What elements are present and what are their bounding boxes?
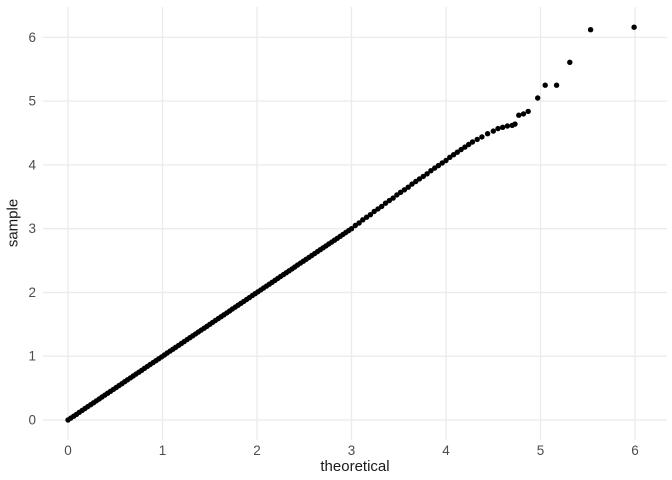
x-axis-tick-label: 0 <box>64 443 72 458</box>
data-point <box>500 124 506 130</box>
data-point <box>443 157 449 164</box>
data-point <box>525 108 531 115</box>
data-point <box>386 197 392 204</box>
data-point <box>420 173 426 180</box>
x-axis-tick-label: 6 <box>631 443 639 458</box>
data-point <box>516 112 522 118</box>
x-axis-title: theoretical <box>320 458 390 475</box>
y-axis-title: sample <box>4 198 22 248</box>
x-axis-tick-label: 5 <box>537 443 545 458</box>
data-point <box>352 222 358 229</box>
data-point <box>356 220 362 226</box>
data-point <box>504 123 511 129</box>
x-axis-tick-label: 3 <box>348 443 356 458</box>
data-point <box>469 139 476 145</box>
data-point <box>401 187 408 193</box>
y-axis-tick-label: 6 <box>28 30 36 45</box>
data-point <box>474 136 480 143</box>
data-point <box>435 162 442 169</box>
data-point <box>490 128 496 134</box>
data-point <box>360 217 366 223</box>
data-point <box>495 125 501 132</box>
data-point <box>382 200 389 206</box>
data-point <box>405 184 411 190</box>
data-point <box>484 131 491 137</box>
data-point <box>397 189 404 195</box>
data-point <box>466 141 472 148</box>
y-axis-tick-label: 2 <box>28 285 36 300</box>
data-point <box>631 24 637 30</box>
data-point <box>553 82 560 88</box>
data-point <box>512 121 518 127</box>
data-point <box>447 154 453 160</box>
data-point <box>348 226 355 232</box>
data-point <box>520 111 527 117</box>
data-point <box>416 176 423 182</box>
x-axis-tick-label: 2 <box>253 443 261 458</box>
data-point <box>428 168 434 174</box>
data-point <box>439 160 445 166</box>
data-point <box>587 27 594 33</box>
y-axis-tick-label: 0 <box>28 413 36 428</box>
data-point <box>409 181 415 187</box>
y-axis-tick-label: 5 <box>28 94 36 109</box>
data-point <box>367 212 374 218</box>
x-axis-tick-label: 1 <box>159 443 167 458</box>
data-point <box>462 144 468 150</box>
data-point <box>567 59 573 65</box>
data-point <box>424 171 430 177</box>
y-axis-tick-label: 1 <box>28 349 36 364</box>
y-axis-tick-label: 4 <box>28 157 36 172</box>
data-point <box>379 203 385 210</box>
data-point <box>535 95 541 101</box>
data-point <box>454 149 460 155</box>
data-point <box>458 146 464 153</box>
x-axis-tick-label: 4 <box>442 443 450 458</box>
data-point <box>390 195 396 201</box>
data-point <box>363 214 370 220</box>
data-point <box>542 82 548 88</box>
y-axis-tick-label: 3 <box>28 221 36 236</box>
data-point <box>371 208 377 215</box>
data-point <box>479 134 485 140</box>
